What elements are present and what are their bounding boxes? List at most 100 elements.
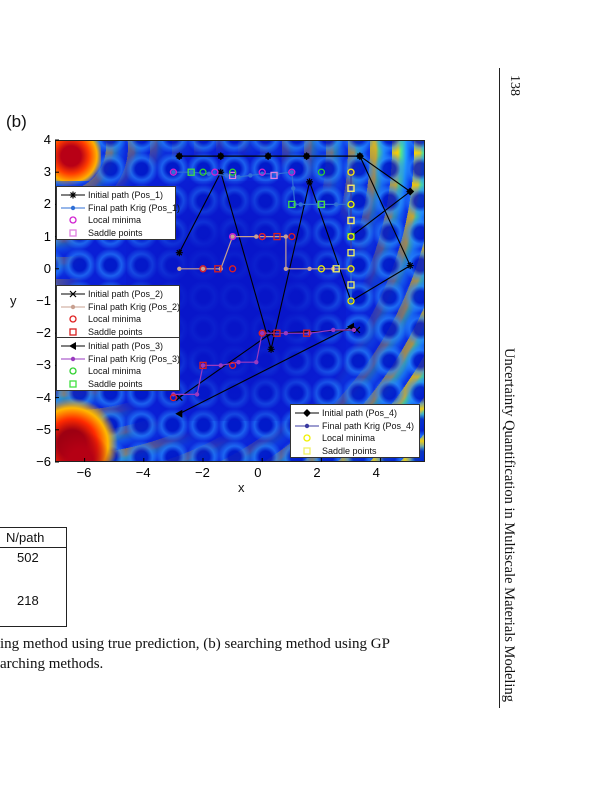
saddle-point-marker xyxy=(199,361,207,370)
series-point xyxy=(216,152,225,161)
table-fragment: N/path 502 218 xyxy=(0,527,67,627)
legend-symbol-icon xyxy=(294,446,320,456)
legend-symbol-icon xyxy=(294,408,320,418)
local-minimum-marker xyxy=(347,200,355,209)
series-point xyxy=(254,359,259,365)
series-point xyxy=(254,234,259,239)
series-point xyxy=(307,266,312,271)
series-point xyxy=(348,298,354,304)
series-point xyxy=(175,394,183,402)
local-minimum-marker xyxy=(317,168,326,176)
legend-label: Local minima xyxy=(88,366,142,376)
legend-entry: Final path Krig (Pos_2) xyxy=(60,301,180,314)
x-tick-label: 0 xyxy=(254,465,262,480)
saddle-point-marker xyxy=(214,265,222,273)
y-tick-label: 3 xyxy=(43,164,51,180)
local-minimum-marker xyxy=(258,168,266,176)
legend-label: Saddle points xyxy=(322,445,377,456)
series-6 xyxy=(171,327,357,397)
series-point xyxy=(217,168,225,176)
y-tick-label: 0 xyxy=(43,260,51,276)
legend-pos1: Initial path (Pos_1) Final path Krig (Pos… xyxy=(56,186,180,240)
series-point xyxy=(175,152,184,161)
y-tick-label: −4 xyxy=(36,389,51,405)
series-2 xyxy=(171,170,354,304)
series-1 xyxy=(175,152,414,353)
legend-marker xyxy=(70,304,76,309)
series-point xyxy=(188,170,194,175)
legend-label: Initial path (Pos_4) xyxy=(322,408,398,418)
series-point xyxy=(283,234,289,239)
running-head: Uncertainty Quantification in Multiscale… xyxy=(501,348,517,702)
series-point xyxy=(264,152,273,161)
legend-label: Local minima xyxy=(88,314,142,324)
legend-label: Saddle points xyxy=(88,227,143,238)
local-minimum-marker xyxy=(228,168,237,176)
series-point xyxy=(248,173,253,178)
contour-high-region-corner xyxy=(56,421,116,461)
series-point xyxy=(267,345,275,353)
legend-entry: Initial path (Pos_1) xyxy=(60,189,171,202)
legend-marker xyxy=(303,447,311,455)
legend-marker xyxy=(69,191,77,199)
saddle-point-marker xyxy=(187,168,195,176)
y-tick-label: −3 xyxy=(36,357,51,373)
series-point xyxy=(230,234,235,239)
local-minimum-marker xyxy=(228,265,237,273)
series-point xyxy=(175,249,183,257)
legend-marker xyxy=(69,367,77,375)
legend-entry: Saddle points xyxy=(60,227,171,240)
saddle-point-marker xyxy=(302,329,311,337)
legend-marker xyxy=(69,216,77,224)
legend-entry: Initial path (Pos_3) xyxy=(60,340,175,353)
saddle-point-marker xyxy=(347,216,355,225)
legend-marker xyxy=(69,315,77,323)
series-8 xyxy=(348,170,354,271)
series-point xyxy=(351,327,357,333)
series-line xyxy=(179,155,412,238)
saddle-point-marker xyxy=(228,171,237,180)
table-rule-header xyxy=(0,547,66,548)
series-point xyxy=(291,186,296,191)
series-point xyxy=(206,171,212,177)
y-tick-label: −1 xyxy=(36,293,51,308)
legend-marker xyxy=(70,356,76,361)
saddle-point-marker xyxy=(347,184,355,192)
x-tick-label: −6 xyxy=(76,465,92,480)
series-point xyxy=(302,152,311,161)
series-point xyxy=(348,266,354,271)
legend-marker xyxy=(303,434,311,442)
legend-marker xyxy=(70,205,76,210)
y-tick-label: 4 xyxy=(43,132,51,147)
series-line xyxy=(179,326,352,415)
legend-marker xyxy=(69,328,77,336)
series-point xyxy=(200,363,206,368)
saddle-pos2 xyxy=(199,232,311,370)
local-minimum-marker xyxy=(169,168,178,176)
local-minimum-marker xyxy=(258,232,266,241)
legend-marker xyxy=(69,290,77,298)
legend-pos4: Initial path (Pos_4) Final path Krig (Pos… xyxy=(290,404,420,458)
saddle-point-marker xyxy=(288,200,296,209)
series-point xyxy=(194,392,200,397)
figure-caption-line1: ing method using true prediction, (b) se… xyxy=(0,636,390,652)
legend-symbol-icon xyxy=(60,215,86,225)
y-tick-label: 2 xyxy=(43,196,51,212)
saddle-point-marker xyxy=(347,249,355,257)
legend-pos2: Initial path (Pos_2) Final path Krig (Pos… xyxy=(56,285,180,339)
series-point xyxy=(283,331,289,336)
legend-entry: Saddle points xyxy=(60,378,175,391)
series-point xyxy=(218,363,223,368)
series-point xyxy=(348,170,354,175)
series-point xyxy=(348,202,354,207)
local-minimum-marker xyxy=(317,265,326,273)
x-tick-label: −2 xyxy=(195,465,210,480)
legend-label: Saddle points xyxy=(88,326,143,337)
running-head-rule xyxy=(499,68,500,708)
legend-label: Initial path (Pos_1) xyxy=(88,190,164,200)
series-point xyxy=(406,262,414,270)
series-line xyxy=(178,155,411,350)
y-tick-label: 1 xyxy=(43,228,51,244)
legend-marker xyxy=(69,342,76,351)
